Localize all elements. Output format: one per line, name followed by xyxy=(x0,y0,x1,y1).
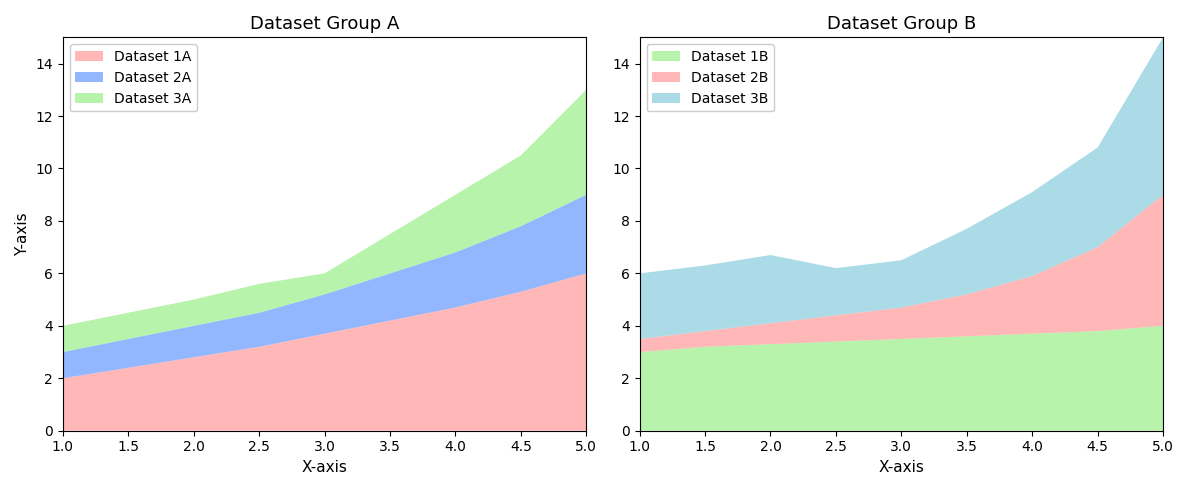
Legend: Dataset 1A, Dataset 2A, Dataset 3A: Dataset 1A, Dataset 2A, Dataset 3A xyxy=(70,44,197,111)
Legend: Dataset 1B, Dataset 2B, Dataset 3B: Dataset 1B, Dataset 2B, Dataset 3B xyxy=(647,44,774,111)
Title: Dataset Group B: Dataset Group B xyxy=(826,15,976,33)
X-axis label: X-axis: X-axis xyxy=(879,460,924,475)
X-axis label: X-axis: X-axis xyxy=(302,460,347,475)
Y-axis label: Y-axis: Y-axis xyxy=(15,212,30,256)
Title: Dataset Group A: Dataset Group A xyxy=(250,15,400,33)
